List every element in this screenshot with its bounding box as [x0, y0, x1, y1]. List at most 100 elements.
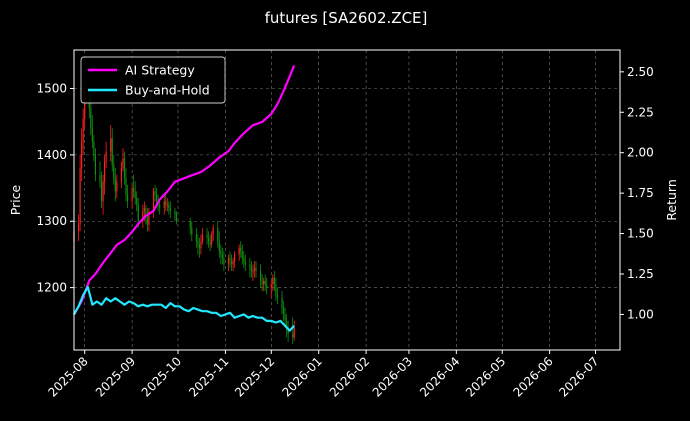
candle-body	[200, 241, 202, 248]
legend-box	[80, 56, 226, 104]
y-right-tick-label: 2.25	[627, 105, 654, 119]
candle-body	[276, 294, 279, 298]
candles	[73, 88, 295, 345]
candle-body	[189, 221, 191, 228]
candle-body	[100, 181, 103, 202]
candle-body	[264, 280, 266, 285]
candle-body	[207, 237, 210, 242]
candle-body	[244, 261, 246, 265]
candle-body	[212, 227, 214, 235]
candle-body	[81, 141, 83, 169]
candle-body	[102, 181, 104, 202]
candle-body	[230, 261, 233, 265]
candle-body	[114, 178, 116, 192]
candle-body	[281, 297, 283, 308]
candle-body	[174, 211, 176, 215]
legend-label-buy-and-hold: Buy-and-Hold	[125, 83, 210, 98]
y-right-tick-label: 1.75	[627, 186, 654, 200]
candle-body	[99, 174, 101, 182]
candle-body	[175, 214, 178, 222]
candle-body	[241, 251, 243, 258]
series-lines	[73, 64, 296, 332]
candle-body	[154, 191, 156, 195]
candle-body	[287, 327, 289, 335]
candle-body	[261, 280, 263, 285]
candle-body	[93, 141, 95, 155]
candle-body	[243, 257, 245, 262]
y-axis-right: 1.00 1.25 1.50 1.75 2.00 2.25 2.50	[620, 65, 654, 321]
candle-body	[166, 204, 168, 206]
candle-body	[227, 257, 230, 265]
y-right-tick-label: 1.00	[627, 307, 654, 321]
candle-body	[136, 198, 138, 205]
y-left-tick-label: 1200	[36, 281, 67, 295]
candle-body	[272, 277, 274, 285]
y-axis-right-label: Return	[664, 179, 679, 220]
candle-body	[145, 207, 147, 218]
candle-body	[232, 261, 234, 265]
candle-body	[79, 168, 81, 225]
candle-body	[103, 161, 106, 182]
y-right-tick-label: 2.50	[627, 65, 654, 79]
candle-body	[198, 244, 201, 248]
plot-frame	[73, 49, 621, 351]
candle-body	[133, 188, 135, 192]
candle-body	[252, 271, 254, 273]
candle-body	[293, 327, 295, 338]
candle-body	[249, 264, 251, 268]
candle-body	[197, 241, 199, 245]
candle-body	[142, 211, 144, 222]
candle-body	[148, 211, 150, 225]
candle-body	[155, 194, 158, 202]
candle-body	[253, 267, 256, 272]
y-axis-left-label: Price	[8, 184, 23, 215]
candle-body	[221, 254, 223, 258]
candle-body	[259, 271, 262, 281]
candle-body	[220, 251, 222, 255]
candle-body	[191, 227, 193, 235]
candle-body	[82, 118, 84, 142]
y-left-tick-label: 1400	[36, 148, 67, 162]
y-left-tick-label: 1500	[36, 81, 67, 95]
candle-body	[94, 154, 97, 175]
candle-body	[206, 234, 208, 238]
candle-body	[113, 164, 115, 179]
candle-body	[134, 191, 136, 199]
candle-body	[229, 257, 231, 262]
candle-body	[131, 188, 133, 202]
candle-body	[146, 217, 149, 225]
candle-body	[159, 204, 161, 208]
candle-body	[250, 267, 253, 272]
candle-body	[88, 101, 90, 109]
candle-body	[116, 181, 118, 192]
candle-body	[120, 168, 123, 182]
y-right-tick-label: 2.00	[627, 146, 654, 160]
candle-body	[270, 284, 272, 288]
candle-body	[273, 277, 275, 285]
candle-body	[255, 267, 257, 272]
candle-body	[201, 234, 204, 242]
candle-body	[123, 158, 126, 179]
candle-body	[238, 247, 240, 255]
candle-body	[284, 314, 286, 321]
legend: AI Strategy Buy-and-Hold	[80, 56, 226, 104]
y-axis-left: 1200 1300 1400 1500	[36, 81, 74, 295]
candle-body	[91, 128, 93, 142]
candle-body	[105, 151, 107, 162]
candle-body	[126, 194, 129, 202]
candle-body	[110, 138, 112, 152]
candle-body	[125, 178, 127, 195]
candle-body	[263, 280, 265, 285]
y-right-tick-label: 1.25	[627, 267, 654, 281]
candle-body	[275, 284, 277, 295]
candle-body	[217, 227, 219, 242]
candle-body	[122, 158, 124, 169]
candle-body	[195, 234, 197, 242]
candle-body	[223, 257, 225, 265]
chart-title: futures [SA2602.ZCE]	[265, 9, 428, 27]
candle-body	[240, 247, 242, 252]
candle-body	[218, 241, 220, 252]
candle-body	[165, 201, 167, 205]
candle-body	[266, 284, 268, 288]
